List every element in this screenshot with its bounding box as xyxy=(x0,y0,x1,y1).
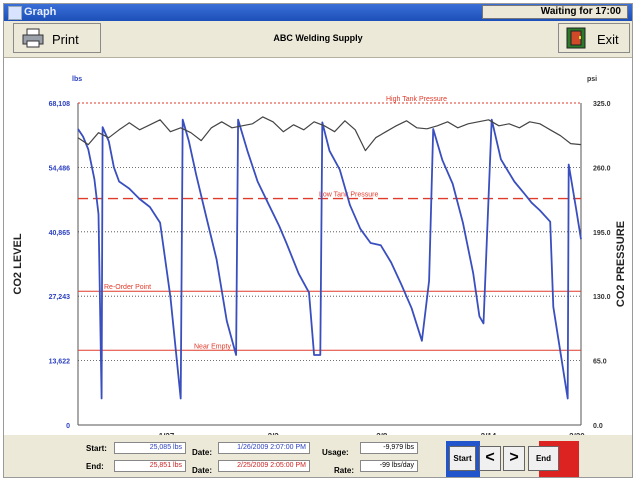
threshold-label: High Tank Pressure xyxy=(386,96,447,103)
graph-app-icon xyxy=(8,6,22,20)
threshold-label: Near Empty xyxy=(194,343,231,350)
right-tick-label: 195.0 xyxy=(593,230,611,237)
right-tick-label: 130.0 xyxy=(593,294,611,301)
nav-end-button[interactable]: End xyxy=(528,446,559,471)
left-tick-label: 0 xyxy=(66,423,70,430)
nav-next-button[interactable]: > xyxy=(503,446,525,471)
co2-pressure-line xyxy=(77,116,582,152)
left-tick-label: 13,622 xyxy=(49,359,71,366)
print-button[interactable]: Print xyxy=(13,23,101,53)
print-label: Print xyxy=(52,32,79,47)
left-tick-label: 27,243 xyxy=(49,294,71,301)
left-tick-label: 54,486 xyxy=(49,165,71,172)
printer-icon xyxy=(22,28,44,48)
rate-label: Rate: xyxy=(334,466,355,475)
toolbar: Print ABC Welding Supply Exit xyxy=(4,21,632,58)
end-date-field: 2/25/2009 2:05:00 PM xyxy=(218,460,310,472)
window-title: Graph xyxy=(24,6,57,18)
right-tick-label: 65.0 xyxy=(593,359,607,366)
start-label: Start: xyxy=(86,444,107,453)
end-value-field: 25,851 lbs xyxy=(114,460,186,472)
right-tick-label: 325.0 xyxy=(593,101,611,108)
graph-window: Graph Waiting for 17:00 Print ABC Weldin… xyxy=(3,3,633,478)
usage-value-field: -9,979 lbs xyxy=(360,442,418,454)
co2-chart: lbs psi 68,108 54,486 40,865 27,243 13,622 0 325… xyxy=(12,76,627,441)
date-label-end: Date: xyxy=(192,466,213,475)
rate-value-field: -99 lbs/day xyxy=(360,460,418,472)
chart-area: lbs psi 68,108 54,486 40,865 27,243 13,622 0 325… xyxy=(4,58,632,441)
threshold-label: Re-Order Point xyxy=(104,284,151,291)
usage-label: Usage: xyxy=(322,448,349,457)
exit-door-icon xyxy=(566,27,586,49)
status-indicator: Waiting for 17:00 xyxy=(482,5,628,19)
nav-start-button[interactable]: Start xyxy=(449,446,476,471)
threshold-label: Low Tank Pressure xyxy=(319,192,379,199)
exit-label: Exit xyxy=(597,32,619,47)
y-axis-title-right: CO2 PRESSURE xyxy=(615,221,627,307)
start-value-field: 25,085 lbs xyxy=(114,442,186,454)
left-tick-label: 40,865 xyxy=(49,230,71,237)
left-tick-label: 68,108 xyxy=(49,101,71,108)
company-name: ABC Welding Supply xyxy=(273,33,363,43)
left-unit-label: lbs xyxy=(72,76,82,83)
right-tick-label: 260.0 xyxy=(593,165,611,172)
y-axis-title-left: CO2 LEVEL xyxy=(12,233,24,294)
exit-button[interactable]: Exit xyxy=(558,23,630,53)
title-bar: Graph Waiting for 17:00 xyxy=(4,4,632,21)
end-label: End: xyxy=(86,462,104,471)
date-label-start: Date: xyxy=(192,448,213,457)
right-unit-label: psi xyxy=(587,76,597,83)
nav-prev-button[interactable]: < xyxy=(479,446,501,471)
co2-level-line xyxy=(77,118,582,400)
start-date-field: 1/26/2009 2:07:00 PM xyxy=(218,442,310,454)
right-tick-label: 0.0 xyxy=(593,423,603,430)
summary-panel: Start: 25,085 lbs End: 25,851 lbs Date: … xyxy=(4,435,632,477)
